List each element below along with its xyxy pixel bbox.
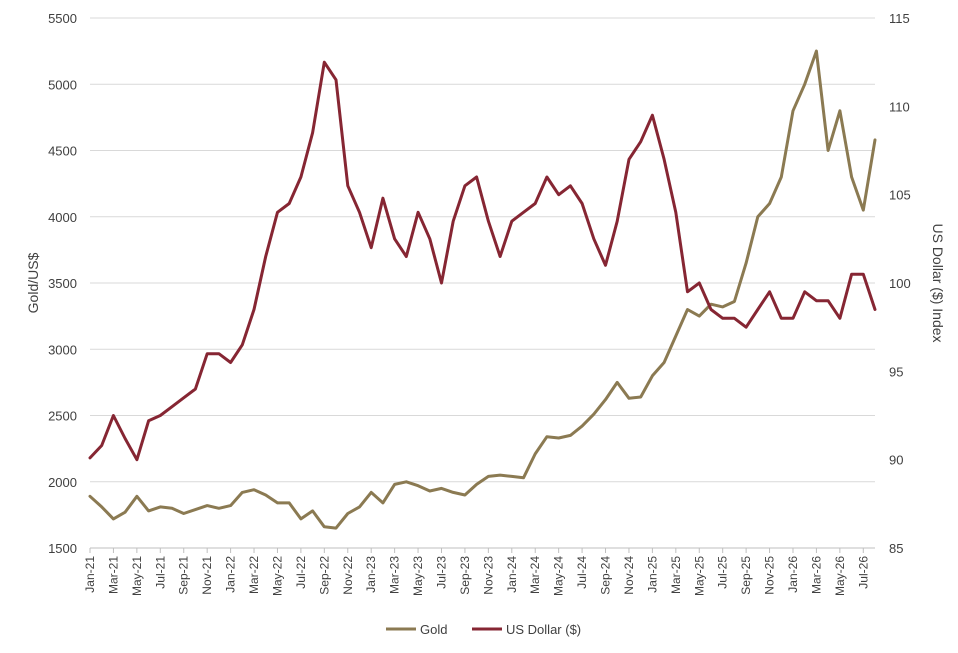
y-tick-label: 2000 bbox=[48, 475, 77, 490]
x-tick-label: May-26 bbox=[833, 556, 847, 596]
x-tick-label: Sep-23 bbox=[458, 556, 472, 595]
x-tick-label: Jan-21 bbox=[83, 556, 97, 593]
y2-tick-label: 105 bbox=[889, 188, 911, 203]
x-tick-label: Nov-22 bbox=[341, 556, 355, 595]
right-axis-ticks: 85 90 95 100 105 110 115 bbox=[889, 11, 911, 556]
y2-tick-label: 110 bbox=[889, 99, 910, 114]
x-tick-label: Mar-26 bbox=[809, 556, 823, 594]
x-tick-label: Sep-21 bbox=[177, 556, 191, 595]
y-axis-title: Gold/US$ bbox=[25, 252, 41, 313]
x-tick-label: Jan-26 bbox=[786, 556, 800, 593]
y2-tick-label: 90 bbox=[889, 453, 903, 468]
y-tick-label: 4500 bbox=[48, 144, 77, 159]
x-tick-label: Jan-25 bbox=[645, 556, 659, 593]
y2-tick-label: 115 bbox=[889, 11, 910, 26]
y-tick-label: 3500 bbox=[48, 276, 77, 291]
y-tick-label: 4000 bbox=[48, 210, 77, 225]
x-tick-label: Mar-23 bbox=[388, 556, 402, 594]
us-dollar-series-line bbox=[88, 60, 877, 462]
y2-tick-label: 85 bbox=[889, 541, 903, 556]
x-tick-label: Jul-26 bbox=[856, 556, 870, 589]
x-tick-label: Nov-23 bbox=[481, 556, 495, 595]
x-tick-label: Jul-25 bbox=[716, 556, 730, 589]
x-tick-label: Jul-22 bbox=[294, 556, 308, 589]
gold-legend-label: Gold bbox=[420, 622, 447, 637]
x-tick-label: May-25 bbox=[692, 556, 706, 596]
x-tick-label: Nov-21 bbox=[200, 556, 214, 595]
x-tick-label: Sep-25 bbox=[739, 556, 753, 595]
y-tick-label: 1500 bbox=[48, 541, 77, 556]
y2-tick-label: 100 bbox=[889, 276, 911, 291]
x-tick-label: Jan-24 bbox=[505, 556, 519, 593]
x-tick-label: Nov-25 bbox=[763, 556, 777, 595]
us-dollar-legend-label: US Dollar ($) bbox=[506, 622, 581, 637]
legend: Gold US Dollar ($) bbox=[386, 622, 581, 637]
left-axis-ticks: 1500 2000 2500 3000 3500 4000 4500 5000 5500 bbox=[48, 11, 77, 556]
gold-series-line bbox=[88, 49, 877, 530]
x-tick-label: May-24 bbox=[552, 556, 566, 596]
gridlines bbox=[90, 17, 875, 549]
x-tick-label: Jan-22 bbox=[224, 556, 238, 593]
x-tick-label: Jul-21 bbox=[153, 556, 167, 589]
x-tick-label: May-21 bbox=[130, 556, 144, 596]
x-tick-label: Sep-22 bbox=[317, 556, 331, 595]
y-tick-label: 3000 bbox=[48, 342, 77, 357]
x-tick-label: Nov-24 bbox=[622, 556, 636, 595]
x-axis: Jan-21 Mar-21 May-21 Jul-21 Sep-21 Nov-21 Jan-… bbox=[83, 547, 875, 596]
y2-tick-label: 95 bbox=[889, 364, 903, 379]
x-tick-label: Mar-21 bbox=[106, 556, 120, 594]
y2-axis-title: US Dollar ($) Index bbox=[930, 223, 946, 342]
x-tick-label: Jul-23 bbox=[434, 556, 448, 589]
y-tick-label: 5500 bbox=[48, 11, 77, 26]
y-tick-label: 5000 bbox=[48, 77, 77, 92]
series-lines bbox=[88, 49, 877, 530]
x-tick-label: Mar-22 bbox=[247, 556, 261, 594]
x-tick-label: Mar-25 bbox=[669, 556, 683, 594]
x-tick-label: May-23 bbox=[411, 556, 425, 596]
x-tick-label: May-22 bbox=[270, 556, 284, 596]
y-tick-label: 2500 bbox=[48, 409, 77, 424]
x-tick-label: Jan-23 bbox=[364, 556, 378, 593]
x-tick-label: Sep-24 bbox=[599, 556, 613, 595]
x-tick-label: Mar-24 bbox=[528, 556, 542, 594]
x-tick-label: Jul-24 bbox=[575, 556, 589, 589]
